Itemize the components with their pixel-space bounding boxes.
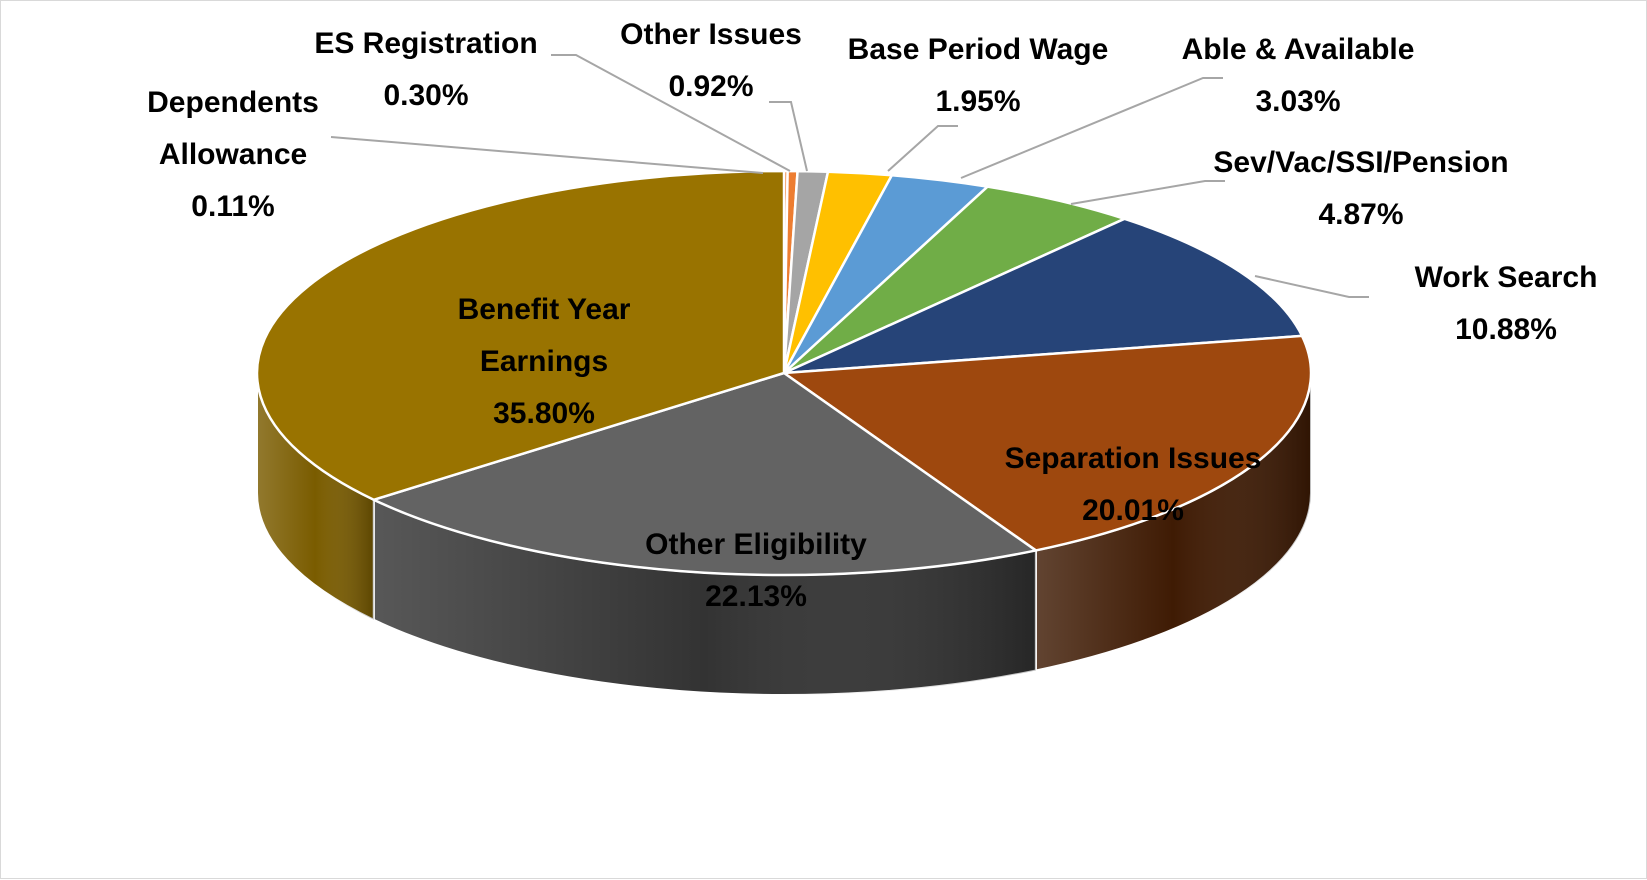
category-label-benefit-year-earnings: Earnings <box>480 345 608 378</box>
leader-line-other-issues <box>769 101 808 172</box>
leader-line-dependents-allowance <box>330 136 764 174</box>
value-label-benefit-year-earnings: 35.80% <box>493 397 595 430</box>
value-label-es-registration: 0.30% <box>383 79 468 112</box>
category-label-other-eligibility: Other Eligibility <box>645 528 867 561</box>
slice-sev-vac-ssi-pension[interactable] <box>782 185 1126 375</box>
slice-work-search[interactable] <box>782 217 1304 375</box>
value-label-sev-vac-ssi-pension: 4.87% <box>1318 198 1403 231</box>
slice-other-eligibility[interactable] <box>372 371 1038 577</box>
leader-line-work-search <box>1254 275 1369 298</box>
category-label-able-available: Able & Available <box>1182 33 1415 66</box>
side-shade-benefit-year-earnings <box>257 373 374 620</box>
category-label-other-issues: Other Issues <box>620 18 802 51</box>
value-label-other-eligibility: 22.13% <box>705 580 807 613</box>
value-label-other-issues: 0.92% <box>668 70 753 103</box>
category-label-es-registration: ES Registration <box>314 27 537 60</box>
category-label-dependents-allowance: Dependents <box>147 86 319 119</box>
value-label-separation-issues: 20.01% <box>1082 494 1184 527</box>
category-label-work-search: Work Search <box>1415 261 1598 294</box>
value-label-dependents-allowance: 0.11% <box>191 190 274 223</box>
category-label-sev-vac-ssi-pension: Sev/Vac/SSI/Pension <box>1213 146 1508 179</box>
category-label-separation-issues: Separation Issues <box>1005 442 1262 475</box>
value-label-work-search: 10.88% <box>1455 313 1557 346</box>
category-label-benefit-year-earnings: Benefit Year <box>458 293 631 326</box>
leader-line-able-available <box>960 77 1223 179</box>
slice-benefit-year-earnings[interactable] <box>255 169 786 502</box>
leader-line-base-period-wage <box>887 125 958 172</box>
value-label-able-available: 3.03% <box>1255 85 1340 118</box>
slice-separation-issues[interactable] <box>782 334 1313 552</box>
side-shade-separation-issues <box>1035 373 1311 671</box>
leader-line-sev-vac-ssi-pension <box>1070 180 1225 205</box>
category-label-dependents-allowance: Allowance <box>159 138 307 171</box>
value-label-base-period-wage: 1.95% <box>935 85 1020 118</box>
category-label-base-period-wage: Base Period Wage <box>848 33 1109 66</box>
leader-line-es-registration <box>551 54 791 172</box>
side-shade-other-eligibility <box>373 499 1036 695</box>
